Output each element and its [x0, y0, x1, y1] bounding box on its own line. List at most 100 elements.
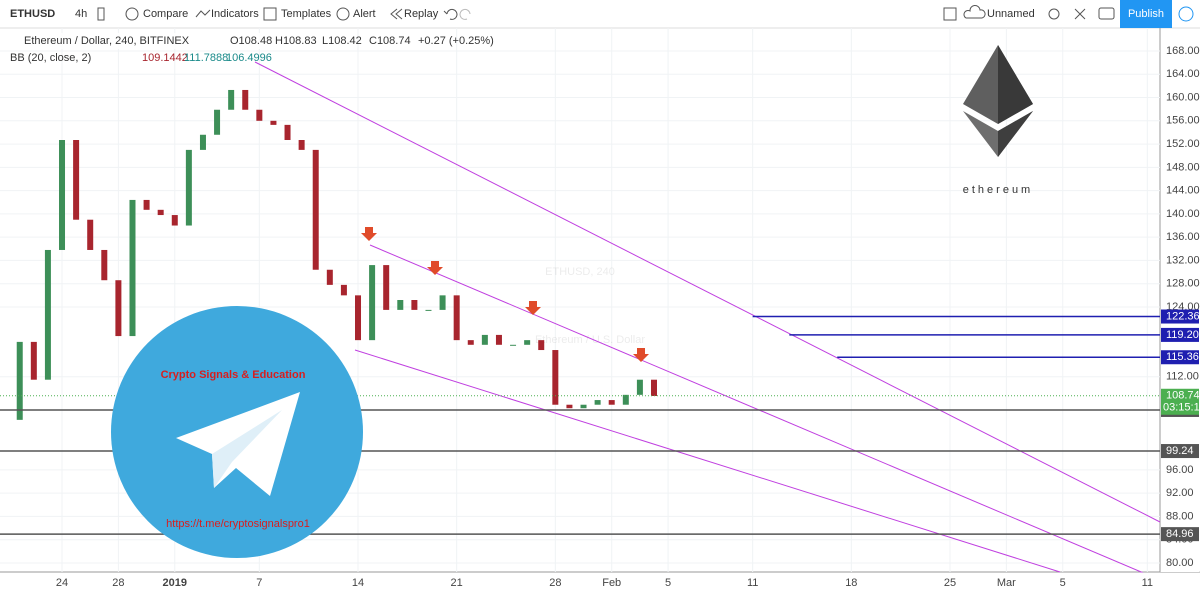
candle	[552, 350, 559, 405]
play[interactable]	[1178, 6, 1194, 22]
y-tick-label: 168.00	[1166, 45, 1200, 57]
fullscreen[interactable]	[1074, 8, 1086, 20]
templates-icon	[263, 7, 277, 21]
candle	[425, 309, 432, 311]
candle	[30, 341, 37, 380]
candle	[355, 295, 362, 341]
telegram-badge: Crypto Signals & Education https://t.me/…	[111, 306, 363, 558]
candle	[510, 344, 517, 346]
x-tick-label: 5	[1060, 577, 1066, 589]
interval[interactable]: 4h	[75, 8, 87, 20]
candle	[326, 269, 333, 285]
symbol[interactable]: ETHUSD	[10, 8, 55, 20]
x-tick-label: 2019	[163, 577, 187, 589]
replay[interactable]: Replay	[404, 8, 439, 20]
cloud-icon	[963, 4, 986, 19]
x-tick-label: 5	[665, 577, 671, 589]
level-label-bg	[1161, 350, 1199, 365]
x-tick-label: 14	[352, 577, 364, 589]
replay-icon	[390, 8, 403, 20]
layout-checkbox[interactable]	[943, 7, 957, 21]
arrow	[361, 227, 377, 241]
indicators-icon	[195, 9, 211, 18]
candle	[298, 140, 305, 150]
candle	[397, 300, 404, 310]
y-tick-label: 152.00	[1166, 138, 1200, 150]
legend-close: C108.74	[369, 35, 411, 47]
candle	[524, 340, 531, 345]
alert[interactable]: Alert	[353, 8, 376, 20]
candle	[87, 219, 94, 250]
arrows	[361, 227, 649, 362]
redo[interactable]	[459, 8, 471, 20]
y-tick-label: 148.00	[1166, 161, 1200, 173]
y-tick-label: 160.00	[1166, 91, 1200, 103]
promo-text: Crypto Signals & Education	[161, 369, 306, 381]
candle	[73, 140, 80, 220]
x-tick-label: Feb	[602, 577, 621, 589]
candle	[608, 400, 615, 405]
publish[interactable]: Publish	[1128, 8, 1164, 20]
last-price-bg	[1161, 388, 1199, 415]
candle	[242, 89, 249, 110]
toolbar	[0, 0, 1200, 28]
candle	[439, 295, 446, 310]
snapshot[interactable]	[1098, 7, 1115, 20]
x-tick-label: 21	[451, 577, 463, 589]
candle	[340, 284, 347, 296]
watermark-name: Ethereum / U.S. Dollar	[535, 334, 645, 346]
candle	[44, 249, 51, 380]
level-label: 119.20	[1166, 329, 1199, 341]
logo-bottom-right	[998, 111, 1033, 157]
promo-link[interactable]: https://t.me/cryptosignalspro1	[166, 518, 310, 530]
x-tick-label: 28	[549, 577, 561, 589]
candle	[16, 341, 23, 420]
x-tick-label: 24	[56, 577, 68, 589]
candle	[481, 334, 488, 345]
legend-high: H108.83	[275, 35, 317, 47]
y-tick-label: 112.00	[1166, 371, 1199, 383]
undo[interactable]	[443, 8, 458, 20]
layout-name[interactable]: Unnamed	[987, 8, 1035, 20]
candle	[566, 404, 573, 409]
legend-bg	[4, 33, 322, 49]
arrow	[427, 261, 443, 275]
logo-top-right	[998, 45, 1033, 124]
bb-label: BB (20, close, 2)	[10, 52, 91, 64]
candle	[129, 199, 136, 337]
templates[interactable]: Templates	[281, 8, 332, 20]
legend-low: L108.42	[322, 35, 362, 47]
candle	[157, 209, 164, 216]
watermark-symbol: ETHUSD, 240	[545, 266, 615, 278]
y-tick-label: 156.00	[1166, 115, 1200, 127]
level-label-bg	[1161, 327, 1199, 342]
y-tick-label: 128.00	[1166, 278, 1200, 290]
candle	[495, 334, 502, 345]
chart-type-icon[interactable]	[97, 7, 105, 21]
x-tick-label: 7	[256, 577, 262, 589]
legend-change: +0.27 (+0.25%)	[418, 35, 494, 47]
candle	[101, 249, 108, 281]
ethereum-logo: ethereum	[963, 45, 1033, 196]
candle	[214, 109, 221, 135]
last-price: 108.74	[1166, 390, 1200, 402]
compare[interactable]: Compare	[143, 8, 188, 20]
trend-lines	[254, 61, 1161, 581]
x-tick-label: 11	[1142, 577, 1153, 589]
y-tick-label: 140.00	[1166, 208, 1200, 220]
settings[interactable]	[1048, 8, 1060, 20]
x-tick-label: 28	[112, 577, 124, 589]
candle	[636, 379, 643, 395]
indicators[interactable]: Indicators	[211, 8, 259, 20]
y-tick-label: 80.00	[1166, 557, 1194, 569]
y-tick-label: 164.00	[1166, 68, 1200, 80]
candle	[115, 280, 122, 337]
publish-button[interactable]	[1120, 0, 1172, 28]
level-label: 84.96	[1166, 528, 1194, 540]
legend-open: O108.48	[230, 35, 272, 47]
candle	[256, 109, 263, 121]
bb-basis: 109.1442	[142, 52, 188, 64]
alert-icon	[336, 7, 350, 21]
candle	[59, 140, 66, 250]
y-tick-label: 136.00	[1166, 231, 1200, 243]
